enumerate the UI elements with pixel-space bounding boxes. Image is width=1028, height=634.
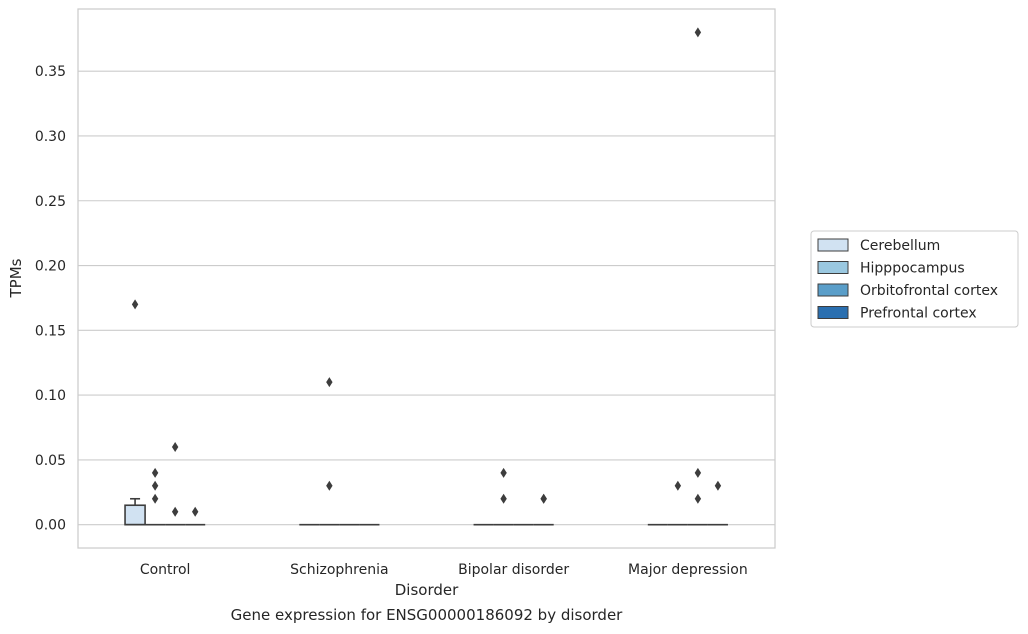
- box-3-0: [185, 506, 206, 526]
- outlier-point-0: [131, 299, 139, 310]
- outlier-point-0: [674, 480, 682, 491]
- outlier-point-1: [151, 480, 159, 491]
- legend-label-2: Orbitofrontal cortex: [860, 283, 998, 299]
- y-tick-label-0: 0.00: [35, 518, 66, 534]
- box-1-2: [493, 467, 514, 526]
- legend-swatch-3: [817, 306, 849, 319]
- box-0-0: [124, 299, 146, 526]
- box-1-1: [319, 377, 340, 526]
- box-1-3: [667, 480, 688, 526]
- outlier-point-0: [151, 493, 159, 504]
- y-tick-label-5: 0.25: [35, 194, 66, 210]
- outlier-point-0: [694, 493, 702, 504]
- legend: Cerebellum Hipppocampus Orbitofrontal cort…: [810, 230, 1019, 328]
- y-tick-label-1: 0.05: [35, 453, 66, 469]
- legend-swatch-1: [817, 261, 849, 274]
- y-tick-label-4: 0.20: [35, 259, 66, 275]
- outlier-point-1: [171, 441, 179, 452]
- figure-caption: Gene expression for ENSG00000186092 by d…: [230, 606, 623, 624]
- y-tick-label-2: 0.10: [35, 388, 66, 404]
- outlier-point-2: [694, 27, 702, 38]
- box-marks: [124, 27, 728, 526]
- outlier-point-0: [714, 480, 722, 491]
- legend-frame: [810, 230, 1019, 328]
- outlier-point-0: [500, 493, 507, 504]
- legend-swatch-2: [817, 283, 849, 297]
- outlier-point-0: [326, 480, 333, 491]
- outlier-point-1: [540, 493, 547, 504]
- x-tick-labels: Control Schizophrenia Bipolar disorder Majo…: [140, 562, 748, 578]
- plot-area-frame: [77, 8, 776, 549]
- legend-label-1: Hipppocampus: [860, 261, 965, 277]
- outlier-point-2: [151, 467, 159, 478]
- legend-label-0: Cerebellum: [860, 238, 940, 254]
- box-2-3: [687, 27, 708, 526]
- x-tick-label-2: Bipolar disorder: [458, 562, 569, 578]
- x-tick-label-1: Schizophrenia: [290, 562, 388, 578]
- y-tick-label-3: 0.15: [35, 323, 66, 339]
- y-tick-label-6: 0.30: [35, 129, 66, 145]
- x-tick-label-0: Control: [140, 562, 191, 578]
- outlier-point-0: [191, 506, 199, 517]
- box-1-0: [145, 467, 166, 526]
- box-3-2: [533, 493, 554, 526]
- outlier-point-1: [694, 467, 702, 478]
- legend-label-3: Prefrontal cortex: [860, 306, 977, 322]
- box-body: [124, 504, 146, 526]
- y-tick-labels: 0.00 0.05 0.10 0.15 0.20 0.25 0.30 0.35: [35, 64, 66, 533]
- x-tick-label-3: Major depression: [628, 562, 748, 578]
- y-tick-label-7: 0.35: [35, 64, 66, 80]
- outlier-point-1: [500, 467, 507, 478]
- outlier-point-0: [171, 506, 179, 517]
- y-axis-label: TPMs: [7, 258, 25, 298]
- gridlines: [78, 70, 775, 526]
- box-2-0: [165, 441, 186, 526]
- outlier-point-1: [326, 377, 333, 388]
- legend-swatch-0: [817, 238, 849, 252]
- x-axis-label: Disorder: [395, 581, 459, 599]
- box-3-3: [707, 480, 728, 526]
